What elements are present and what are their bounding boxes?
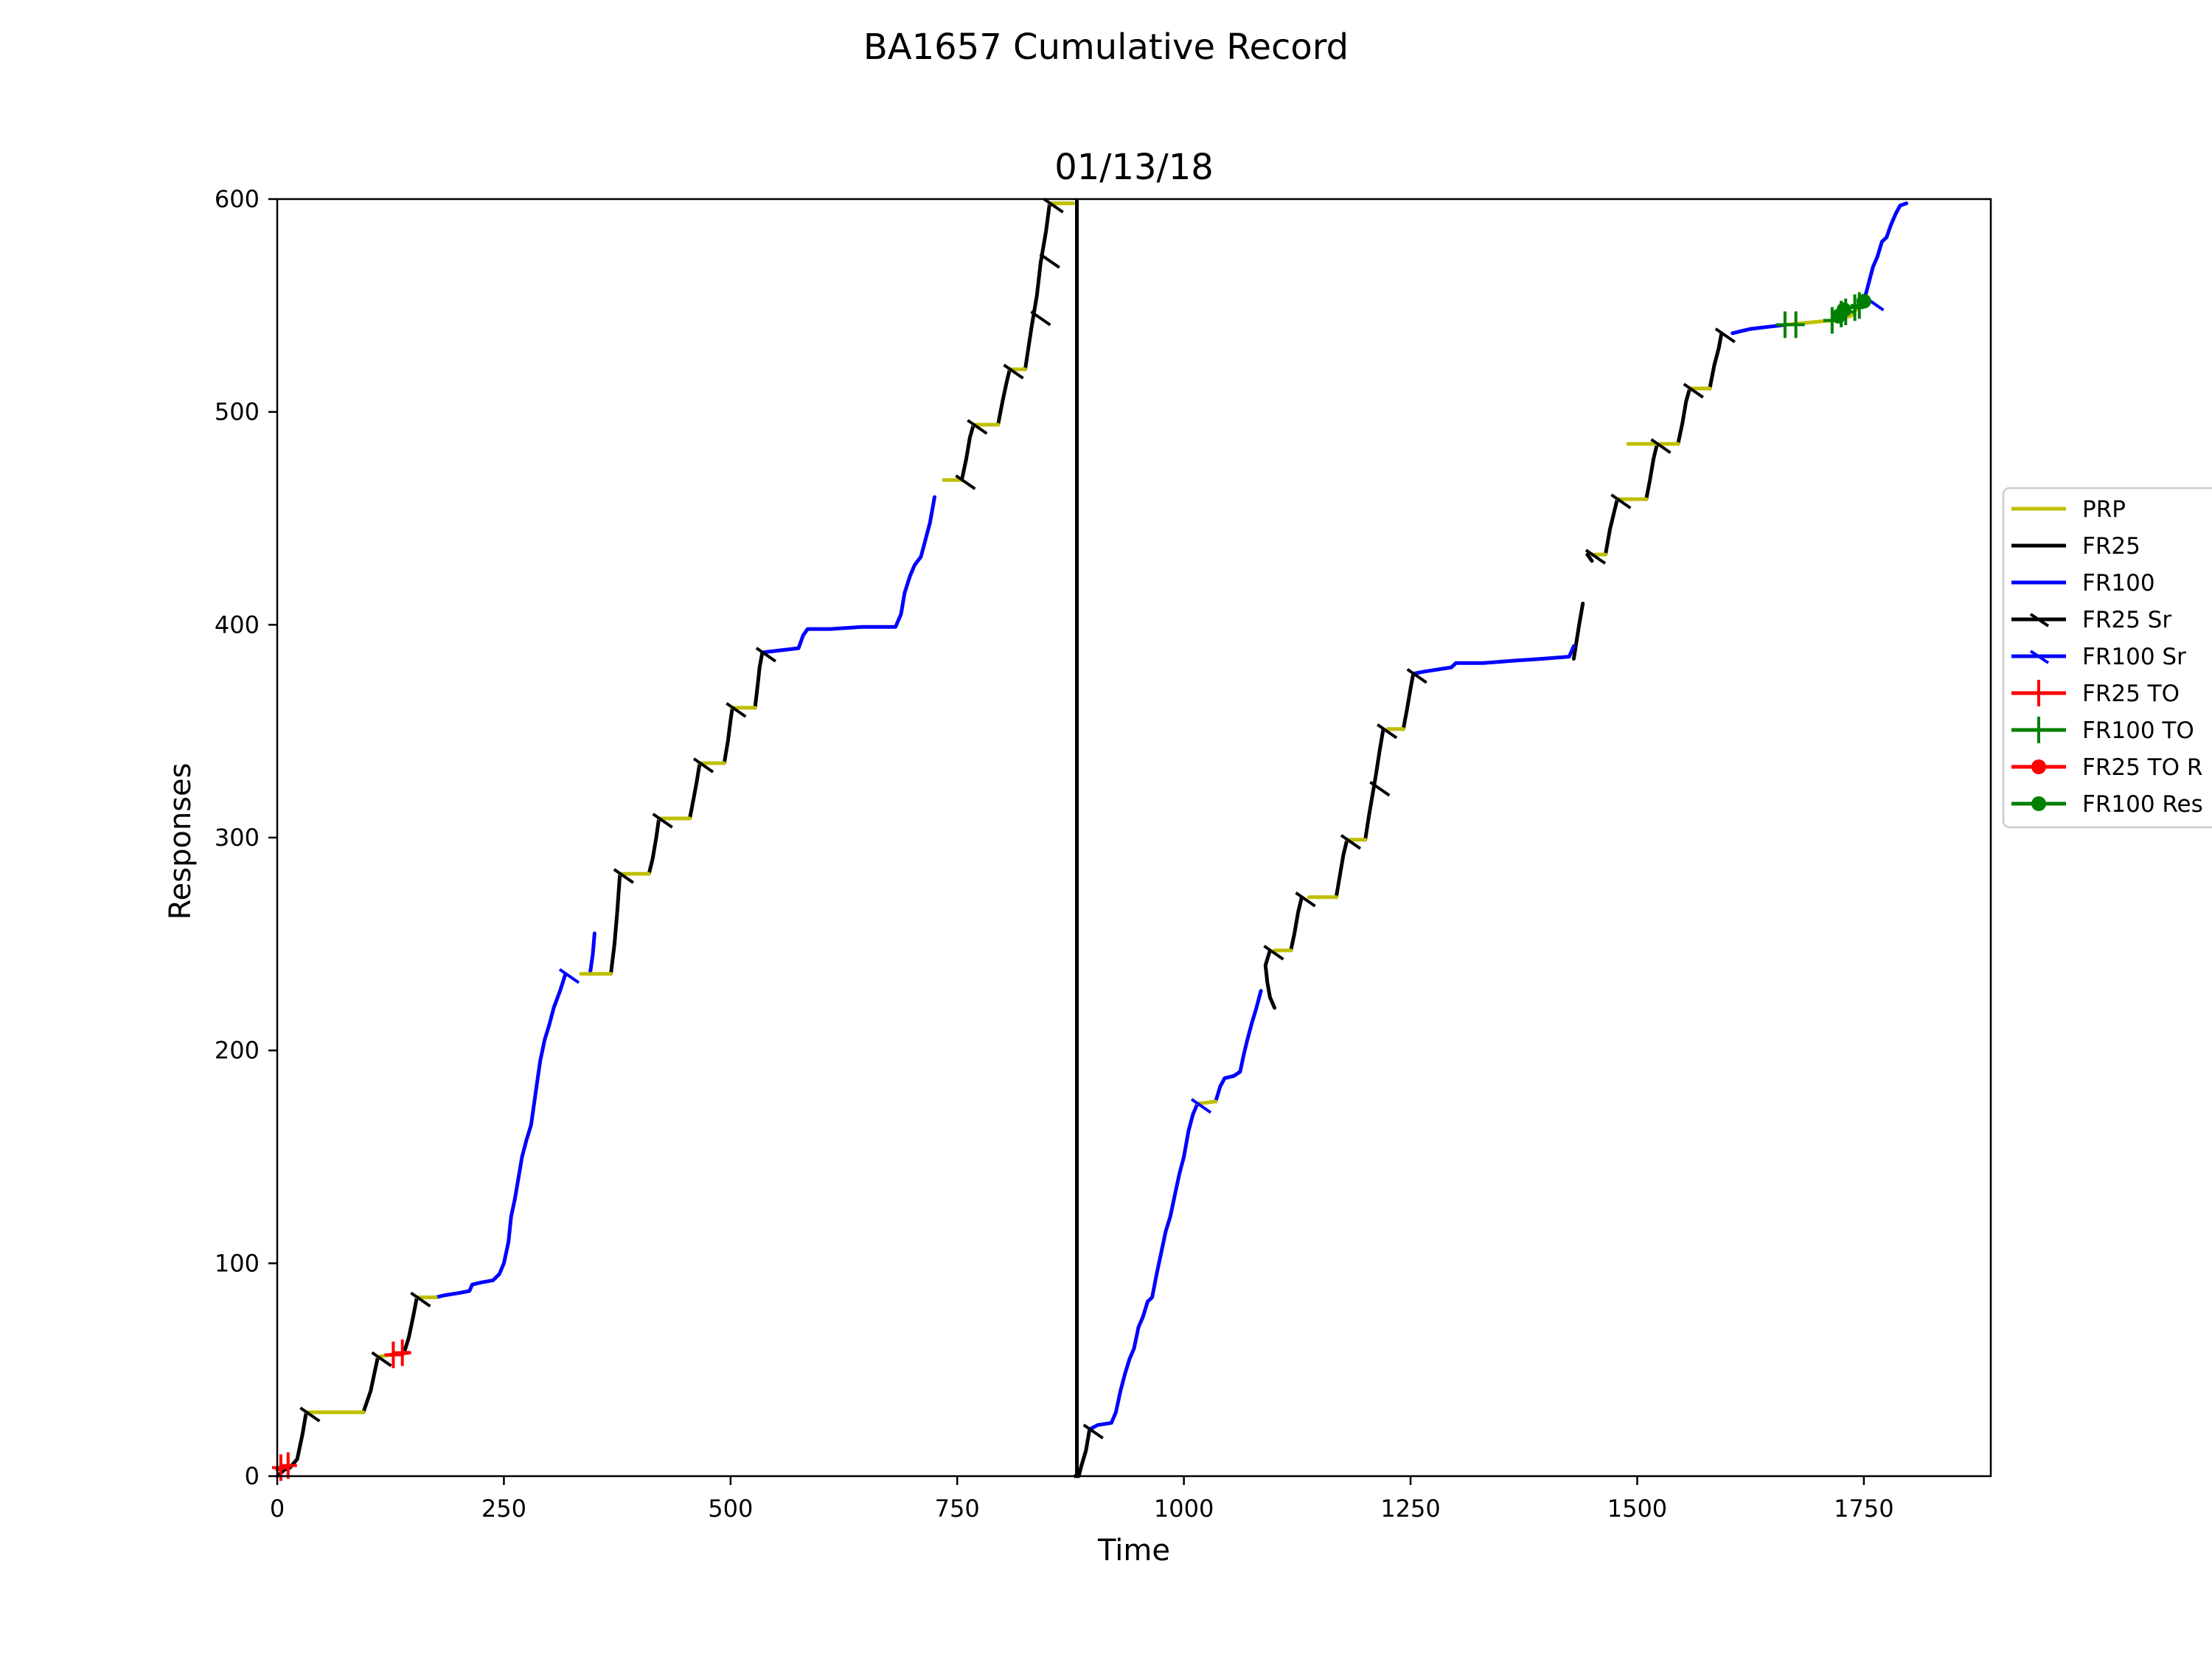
series-fr25-segment	[1025, 204, 1049, 369]
legend-label: PRP	[2082, 496, 2126, 523]
chart-suptitle: BA1657 Cumulative Record	[863, 27, 1349, 68]
y-tick-label: 500	[215, 398, 260, 426]
legend-label: FR25 TO R	[2082, 754, 2202, 781]
x-tick-label: 1500	[1607, 1495, 1667, 1523]
y-tick-label: 400	[215, 611, 260, 639]
plot-frame	[277, 199, 1991, 1476]
x-tick-label: 500	[708, 1495, 753, 1523]
legend-marker	[2031, 796, 2046, 811]
series-fr25-segment	[1403, 674, 1413, 729]
series-fr25-segment	[1710, 333, 1722, 389]
fr25-sr-marker	[726, 703, 745, 717]
chart-title: 01/13/18	[1054, 147, 1214, 188]
legend-marker	[2031, 759, 2046, 774]
series-fr100-segment	[1090, 1104, 1197, 1430]
x-tick-label: 0	[270, 1495, 285, 1523]
fr25-sr-marker	[956, 476, 975, 489]
legend-label: FR100 TO	[2082, 717, 2194, 744]
fr100-res-marker	[1857, 294, 1871, 309]
y-tick-label: 100	[215, 1249, 260, 1277]
series-fr25-segment	[1265, 950, 1274, 1008]
legend-label: FR100	[2082, 570, 2155, 597]
series-fr25-segment	[1646, 444, 1658, 499]
x-tick-label: 750	[935, 1495, 980, 1523]
series-fr100-segment	[436, 974, 566, 1298]
x-axis-ticks: 0 250 500 750 1000 1250 1500 1750	[270, 1476, 1894, 1523]
legend: PRP FR25 FR100 FR25 Sr FR100 Sr FR25 TO FR100 …	[2003, 488, 2212, 827]
legend-label: FR100 Res	[2082, 791, 2203, 818]
series-fr25-segment	[1573, 604, 1582, 659]
x-tick-label: 1750	[1834, 1495, 1893, 1523]
fr25-sr-marker	[653, 814, 672, 827]
series-fr100-segment	[1216, 991, 1261, 1102]
series-fr25-segment	[404, 1298, 417, 1353]
x-tick-label: 1000	[1154, 1495, 1214, 1523]
fr100-res-marker	[1837, 302, 1851, 317]
fr100-to-marker	[1787, 311, 1805, 338]
x-axis-label: Time	[1097, 1534, 1170, 1568]
legend-label: FR25	[2082, 533, 2140, 560]
series-fr100-segment	[762, 497, 935, 653]
legend-item: FR100 TO	[2011, 717, 2194, 744]
x-tick-label: 1250	[1380, 1495, 1440, 1523]
series-fr25-segment	[649, 818, 659, 874]
y-tick-label: 0	[245, 1462, 260, 1490]
series-fr25-segment	[1605, 499, 1617, 554]
series-fr25-segment	[998, 369, 1010, 425]
y-tick-label: 300	[215, 824, 260, 852]
series-fr25-segment	[1336, 840, 1347, 897]
y-tick-label: 600	[215, 185, 260, 213]
series-fr100-segment	[1864, 204, 1907, 302]
y-tick-label: 200	[215, 1037, 260, 1065]
series-fr25-segment	[724, 708, 732, 763]
legend-label: FR100 Sr	[2082, 644, 2186, 670]
series-fr25-segment	[364, 1357, 378, 1412]
fr25-sr-marker	[1044, 199, 1063, 212]
series-fr25-segment	[611, 874, 620, 974]
series-fr25-segment	[1678, 389, 1690, 444]
series-fr100-segment	[1413, 646, 1574, 674]
series-fr100-segment	[590, 933, 594, 974]
legend-label: FR25 Sr	[2082, 607, 2171, 633]
series-fr25-segment	[1291, 897, 1302, 950]
fr25-sr-marker	[1040, 254, 1060, 268]
fr25-sr-marker	[614, 869, 633, 883]
legend-label: FR25 TO	[2082, 681, 2180, 707]
series-prp-segment	[1197, 1102, 1216, 1104]
series-fr25-segment	[961, 425, 973, 480]
y-axis-label: Responses	[164, 763, 198, 920]
series-fr25-segment	[755, 653, 762, 708]
fr25-sr-marker	[694, 759, 713, 772]
x-tick-label: 250	[481, 1495, 526, 1523]
series-fr25-segment	[690, 763, 700, 818]
plot-lines	[277, 204, 1907, 1476]
y-axis-ticks: 0 100 200 300 400 500 600	[215, 185, 277, 1490]
